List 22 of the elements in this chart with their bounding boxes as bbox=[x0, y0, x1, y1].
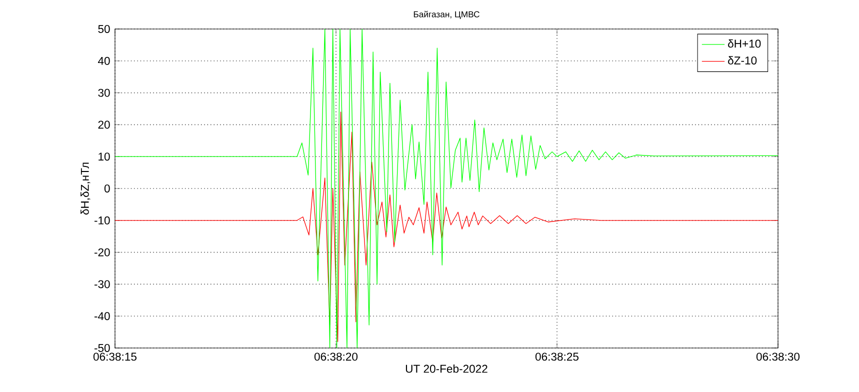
y-tick-label: 40 bbox=[98, 56, 110, 65]
x-tick-label: 06:38:20 bbox=[314, 352, 358, 361]
x-axis-title: UT 20-Feb-2022 bbox=[406, 364, 488, 373]
legend-label: δH+10 bbox=[728, 39, 761, 48]
y-tick-label: -50 bbox=[94, 344, 110, 352]
y-tick-label: -40 bbox=[94, 312, 110, 320]
y-tick-label: 50 bbox=[98, 25, 110, 33]
chart-title: Байгазан, ЦМВС bbox=[414, 10, 480, 19]
x-tick-label: 06:38:30 bbox=[756, 352, 800, 361]
x-tick-label: 06:38:25 bbox=[535, 352, 579, 361]
line-series bbox=[115, 112, 778, 342]
y-tick-label: 30 bbox=[98, 88, 110, 97]
line-series bbox=[115, 29, 778, 348]
y-tick-label: 20 bbox=[98, 120, 110, 129]
legend-label: δZ-10 bbox=[728, 56, 757, 64]
y-tick-label: -30 bbox=[94, 280, 110, 288]
y-axis-title: δH,δZ,нТл bbox=[80, 162, 90, 215]
y-tick-label: -10 bbox=[94, 216, 110, 224]
x-tick-label: 06:38:15 bbox=[93, 352, 137, 361]
y-tick-label: -20 bbox=[94, 248, 110, 256]
y-tick-label: 10 bbox=[98, 152, 110, 161]
y-tick-label: 0 bbox=[104, 184, 110, 192]
